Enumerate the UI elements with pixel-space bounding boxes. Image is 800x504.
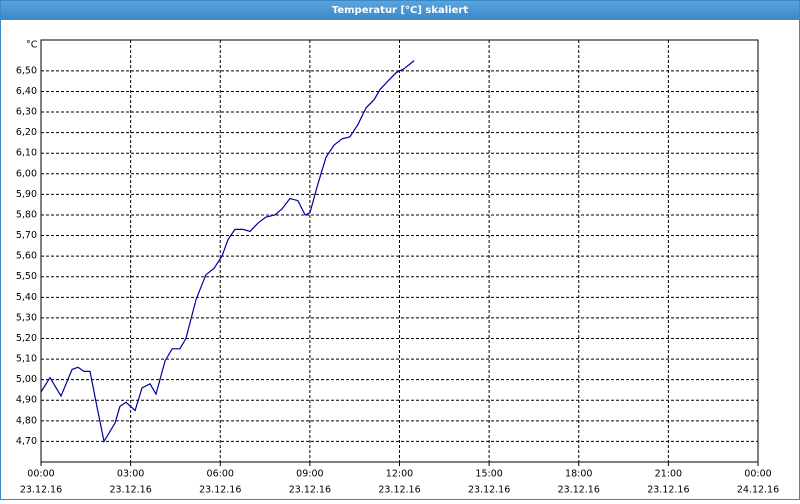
x-tick-label: 09:00 — [296, 469, 323, 480]
y-tick-label: 5,10 — [16, 354, 37, 365]
y-tick-label: 6,10 — [16, 148, 37, 159]
x-tick-date: 23.12.16 — [468, 485, 510, 496]
x-tick-date: 23.12.16 — [289, 485, 331, 496]
y-tick-label: 4,90 — [16, 395, 37, 406]
y-tick-label: 6,20 — [16, 127, 37, 138]
x-tick-label: 00:00 — [744, 469, 771, 480]
chart-title: Temperatur [°C] skaliert — [332, 5, 469, 16]
y-tick-label: 6,00 — [16, 168, 37, 179]
y-unit-label: °C — [26, 40, 38, 51]
x-tick-label: 15:00 — [475, 469, 502, 480]
y-tick-label: 5,40 — [16, 292, 37, 303]
y-tick-label: 5,80 — [16, 209, 37, 220]
x-tick-label: 00:00 — [27, 469, 54, 480]
y-tick-label: 5,70 — [16, 230, 37, 241]
plot-frame — [40, 39, 759, 463]
data-line — [40, 60, 415, 444]
y-tick-label: 5,60 — [16, 251, 37, 262]
y-tick-label: 4,80 — [16, 415, 37, 426]
y-tick-label: 5,90 — [16, 189, 37, 200]
x-tick-date: 23.12.16 — [199, 485, 241, 496]
x-tick-label: 18:00 — [565, 469, 592, 480]
y-tick-label: 5,30 — [16, 312, 37, 323]
x-tick-date: 23.12.16 — [109, 485, 151, 496]
y-tick-label: 6,30 — [16, 107, 37, 118]
x-tick-date: 23.12.16 — [20, 485, 62, 496]
x-tick-date: 23.12.16 — [558, 485, 600, 496]
x-tick-label: 12:00 — [386, 469, 413, 480]
title-bar — [0, 0, 800, 20]
y-tick-label: 6,50 — [16, 65, 37, 76]
x-tick-label: 21:00 — [655, 469, 682, 480]
x-tick-date: 23.12.16 — [378, 485, 420, 496]
x-tick-date: 23.12.16 — [647, 485, 689, 496]
y-tick-label: 5,00 — [16, 374, 37, 385]
x-tick-date: 24.12.16 — [737, 485, 779, 496]
x-tick-label: 03:00 — [117, 469, 144, 480]
y-tick-label: 4,70 — [16, 436, 37, 447]
y-tick-label: 6,40 — [16, 86, 37, 97]
x-tick-label: 06:00 — [207, 469, 234, 480]
y-tick-label: 5,50 — [16, 271, 37, 282]
y-tick-label: 5,20 — [16, 333, 37, 344]
